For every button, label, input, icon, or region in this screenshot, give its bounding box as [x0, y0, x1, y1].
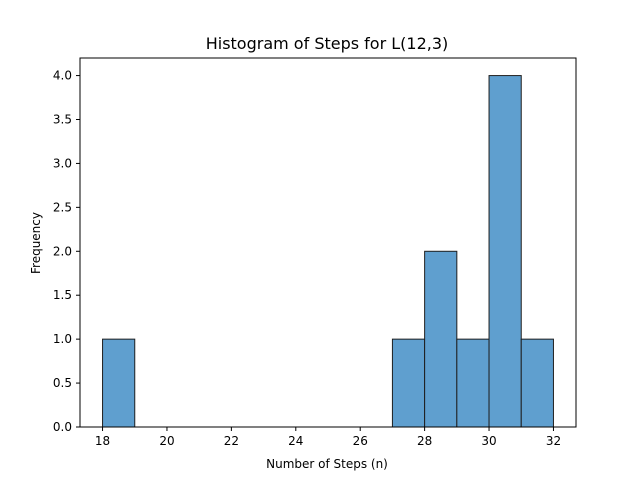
- y-tick-label: 2.5: [53, 200, 72, 214]
- y-tick-label: 1.0: [53, 332, 72, 346]
- x-tick-label: 20: [159, 434, 174, 448]
- y-tick-label: 3.0: [53, 156, 72, 170]
- x-tick-label: 30: [481, 434, 496, 448]
- x-axis-label: Number of Steps (n): [266, 457, 388, 471]
- histogram-bar: [520, 338, 554, 428]
- x-tick-label: 18: [95, 434, 110, 448]
- histogram-bar: [424, 250, 458, 428]
- x-tick-label: 26: [353, 434, 368, 448]
- histogram-bar: [488, 75, 522, 428]
- x-tick-label: 32: [546, 434, 561, 448]
- histogram-bar: [456, 338, 490, 428]
- x-tick-label: 24: [288, 434, 303, 448]
- x-tick-label: 28: [417, 434, 432, 448]
- axes-frame: [79, 57, 577, 428]
- bars-layer: [102, 75, 554, 428]
- x-tick-label: 22: [224, 434, 239, 448]
- y-tick-label: 4.0: [53, 69, 72, 83]
- histogram-bar: [102, 338, 136, 428]
- y-tick-label: 1.5: [53, 288, 72, 302]
- axes-layer: [79, 57, 577, 428]
- y-tick-label: 3.5: [53, 113, 72, 127]
- y-axis-label: Frequency: [29, 212, 43, 274]
- ticks-layer: 18 20 22 24 26 28 30 32 0.0 0.5 1.0 1.5 2.0 2.5 3.0 3.5…: [53, 69, 561, 448]
- y-tick-label: 0.0: [53, 420, 72, 434]
- chart-title: Histogram of Steps for L(12,3): [206, 34, 449, 53]
- y-tick-label: 0.5: [53, 376, 72, 390]
- y-tick-label: 2.0: [53, 244, 72, 258]
- histogram-bar: [391, 338, 426, 428]
